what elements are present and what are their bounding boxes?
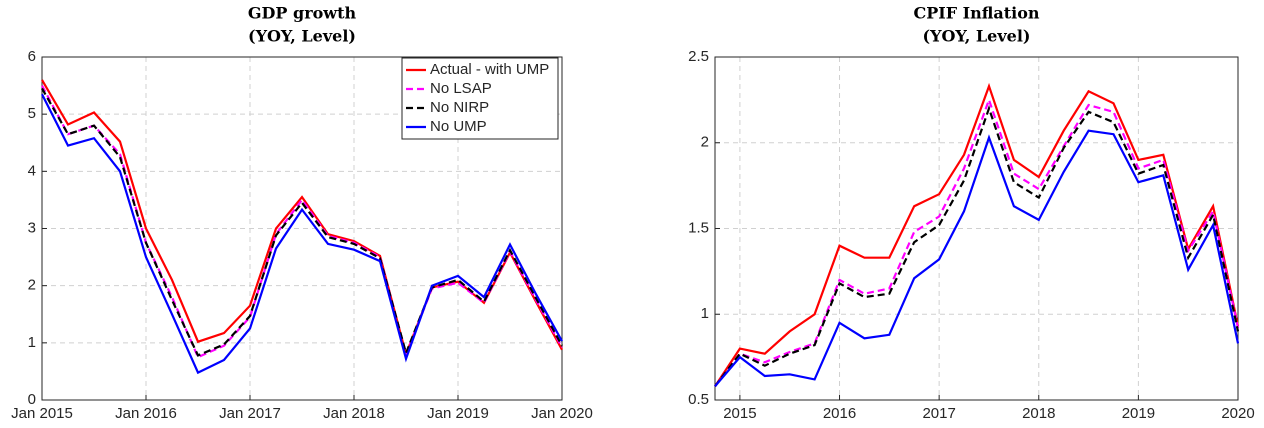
x-tick-label: 2017 — [922, 405, 955, 422]
x-tick-label: 2018 — [1022, 405, 1055, 422]
chart-title: CPIF Inflation — [913, 4, 1039, 23]
y-tick-label: 2 — [28, 277, 36, 294]
legend-label: No NIRP — [430, 99, 489, 116]
series-line — [714, 96, 1240, 387]
x-tick-label: 2020 — [1221, 405, 1254, 422]
y-tick-label: 5 — [28, 105, 36, 122]
x-tick-label: Jan 2016 — [115, 405, 177, 422]
y-tick-label: 2 — [701, 134, 709, 151]
x-tick-label: 2019 — [1122, 405, 1155, 422]
x-tick-label: Jan 2018 — [323, 405, 385, 422]
x-tick-label: Jan 2020 — [531, 405, 593, 422]
chart-subtitle: (YOY, Level) — [248, 27, 356, 46]
y-tick-label: 0.5 — [688, 391, 709, 408]
x-tick-label: 2016 — [823, 405, 856, 422]
x-tick-label: Jan 2019 — [427, 405, 489, 422]
plot-frame — [41, 56, 563, 401]
series-line — [714, 129, 1240, 388]
y-tick-label: 2.5 — [688, 48, 709, 65]
series-line — [714, 82, 1240, 387]
y-tick-label: 1 — [28, 334, 36, 351]
y-tick-label: 4 — [28, 162, 36, 179]
y-tick-label: 6 — [28, 48, 36, 65]
chart-title: GDP growth — [248, 4, 357, 23]
series-line — [714, 105, 1240, 387]
legend-box — [401, 57, 559, 140]
legend-label: No UMP — [430, 118, 487, 135]
plot-frame — [714, 56, 1239, 401]
chart-subtitle: (YOY, Level) — [923, 27, 1031, 46]
legend-label: Actual - with UMP — [430, 61, 549, 78]
y-tick-label: 0 — [28, 391, 36, 408]
y-tick-label: 1.5 — [688, 219, 709, 236]
legend-label: No LSAP — [430, 80, 492, 97]
series-line — [41, 93, 563, 375]
y-tick-label: 3 — [28, 219, 36, 236]
series-line — [41, 79, 563, 358]
x-tick-label: 2015 — [723, 405, 756, 422]
x-tick-label: Jan 2015 — [11, 405, 73, 422]
x-tick-label: Jan 2017 — [219, 405, 281, 422]
y-tick-label: 1 — [701, 305, 709, 322]
